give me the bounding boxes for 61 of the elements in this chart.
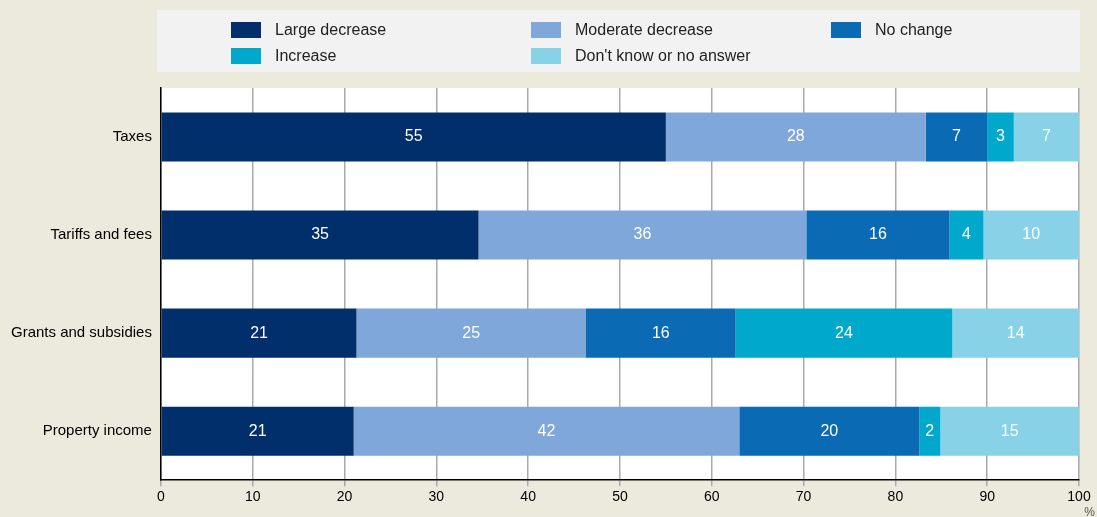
data-label: 2 — [925, 421, 935, 439]
legend-label: Increase — [275, 47, 337, 65]
x-tick-label: 20 — [336, 488, 353, 505]
y-tick-label: Grants and subsidies — [10, 323, 152, 341]
bar — [949, 210, 984, 260]
data-label: 28 — [786, 127, 805, 145]
x-tick-label: 90 — [979, 488, 996, 505]
data-label: 10 — [1022, 225, 1041, 243]
legend-label: Moderate decrease — [575, 21, 713, 39]
data-label: 7 — [1041, 127, 1051, 145]
y-tick-label: Taxes — [112, 127, 152, 145]
bar — [161, 308, 357, 358]
x-tick-label: 0 — [157, 488, 166, 505]
bar — [161, 210, 479, 260]
data-label: 4 — [962, 225, 972, 243]
bar — [478, 210, 807, 260]
bar — [987, 112, 1014, 162]
data-label: 25 — [462, 323, 481, 341]
text: % — [1084, 505, 1095, 517]
bar — [940, 406, 1079, 456]
x-tick-label: 60 — [703, 488, 720, 505]
data-label: 42 — [537, 421, 556, 439]
bar — [353, 406, 740, 456]
y-tick-label: Property income — [42, 421, 152, 439]
x-tick-label: 100 — [1067, 488, 1091, 505]
data-label: 24 — [835, 323, 853, 341]
y-tick-label: Tariffs and fees — [50, 225, 152, 243]
x-tick-label: 80 — [887, 488, 904, 505]
bar — [952, 308, 1079, 358]
bar — [356, 308, 586, 358]
bar — [919, 406, 941, 456]
data-label: 7 — [951, 127, 961, 145]
x-tick-label: 30 — [428, 488, 445, 505]
bar — [925, 112, 988, 162]
legend-label: No change — [875, 21, 953, 39]
data-label: 55 — [404, 127, 423, 145]
bar — [806, 210, 950, 260]
data-label: 16 — [869, 225, 887, 243]
bar — [1013, 112, 1079, 162]
data-label: 3 — [996, 127, 1006, 145]
data-label: 15 — [1000, 421, 1019, 439]
bar — [161, 112, 666, 162]
x-tick-label: 70 — [795, 488, 812, 505]
bar — [735, 308, 953, 358]
data-label: 21 — [250, 323, 269, 341]
legend-label: Large decrease — [275, 21, 387, 39]
data-label: 35 — [311, 225, 330, 243]
x-tick-label: 10 — [244, 488, 261, 505]
data-label: 20 — [820, 421, 839, 439]
data-label: 16 — [651, 323, 670, 341]
data-label: 21 — [248, 421, 267, 439]
data-label: 36 — [633, 225, 652, 243]
bar — [983, 210, 1079, 260]
bar — [665, 112, 926, 162]
bar — [739, 406, 920, 456]
x-tick-label: 40 — [520, 488, 537, 505]
x-tick-label: 50 — [612, 488, 628, 505]
bar — [161, 406, 354, 456]
legend-label: Don't know or no answer — [575, 47, 751, 65]
data-label: 14 — [1006, 323, 1025, 341]
bar — [585, 308, 736, 358]
